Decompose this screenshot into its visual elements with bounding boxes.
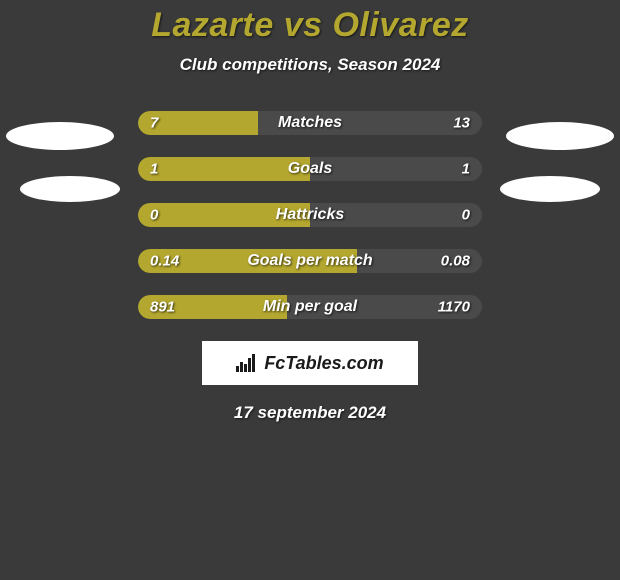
attribution-text: FcTables.com <box>264 353 383 374</box>
stat-value-left: 0 <box>150 207 158 224</box>
stat-bar-track: Min per goal 891 1170 <box>138 295 482 319</box>
bar-chart-icon <box>236 354 258 372</box>
stat-label: Goals per match <box>247 252 372 270</box>
stat-bar-left <box>138 157 310 181</box>
subtitle: Club competitions, Season 2024 <box>0 55 620 75</box>
stat-bar-track: Goals 1 1 <box>138 157 482 181</box>
stat-row: Goals per match 0.14 0.08 <box>138 249 482 273</box>
stat-value-right: 1170 <box>438 299 470 316</box>
player-silhouette-ellipse <box>506 122 614 150</box>
stat-value-left: 891 <box>150 299 175 316</box>
stat-bar-track: Matches 7 13 <box>138 111 482 135</box>
comparison-infographic: Lazarte vs Olivarez Club competitions, S… <box>0 0 620 580</box>
stat-value-right: 13 <box>453 115 470 132</box>
attribution-badge: FcTables.com <box>202 341 418 385</box>
stat-value-right: 0.08 <box>441 253 470 270</box>
stat-label: Hattricks <box>276 206 344 224</box>
player-silhouette-ellipse <box>500 176 600 202</box>
stat-value-left: 7 <box>150 115 158 132</box>
stat-row: Hattricks 0 0 <box>138 203 482 227</box>
stat-value-right: 1 <box>462 161 470 178</box>
player-silhouette-ellipse <box>6 122 114 150</box>
page-title: Lazarte vs Olivarez <box>0 0 620 45</box>
date-label: 17 september 2024 <box>0 403 620 423</box>
stat-value-right: 0 <box>462 207 470 224</box>
stat-label: Matches <box>278 114 342 132</box>
stat-bar-track: Hattricks 0 0 <box>138 203 482 227</box>
player-silhouette-ellipse <box>20 176 120 202</box>
stat-row: Matches 7 13 <box>138 111 482 135</box>
comparison-bars: Matches 7 13 Goals 1 1 Hattricks 0 0 Goals per ma… <box>138 111 482 319</box>
stat-bar-track: Goals per match 0.14 0.08 <box>138 249 482 273</box>
stat-row: Min per goal 891 1170 <box>138 295 482 319</box>
stat-label: Goals <box>288 160 332 178</box>
stat-value-left: 0.14 <box>150 253 179 270</box>
stat-bar-right <box>310 157 482 181</box>
stat-value-left: 1 <box>150 161 158 178</box>
stat-label: Min per goal <box>263 298 357 316</box>
stat-row: Goals 1 1 <box>138 157 482 181</box>
